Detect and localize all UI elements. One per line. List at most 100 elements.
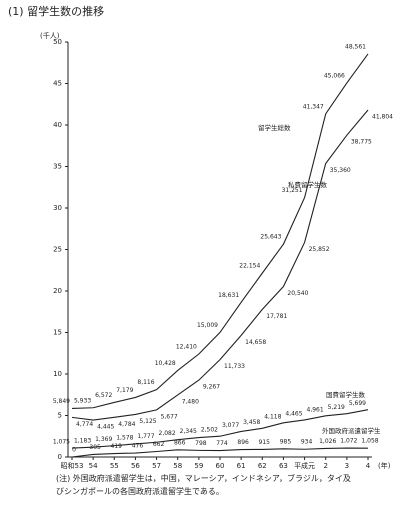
x-tick-label: 62 [258, 462, 267, 470]
data-label: 38,775 [351, 139, 372, 146]
data-label: 22,154 [239, 263, 260, 270]
data-label: 10,428 [155, 360, 176, 367]
series-line [71, 447, 369, 458]
data-label: 20,540 [287, 290, 308, 297]
y-tick-label: 5 [58, 412, 62, 420]
data-label: 5,849 [53, 398, 70, 405]
data-label: 2,502 [201, 427, 218, 434]
x-tick-label: 58 [173, 462, 182, 470]
data-label: 774 [216, 440, 228, 447]
data-label: 48,561 [345, 43, 366, 50]
data-label: 1,777 [137, 433, 154, 440]
x-tick-label: 4 [366, 462, 371, 470]
data-label: 5,933 [74, 397, 91, 404]
data-label: 11,733 [224, 363, 245, 370]
x-tick-label: 55 [110, 462, 119, 470]
y-tick-label: 20 [53, 287, 62, 295]
x-tick-label: 57 [152, 462, 161, 470]
data-label: 8,116 [137, 379, 154, 386]
data-label: 4,784 [118, 421, 135, 428]
data-label: 866 [174, 439, 186, 446]
data-label: 4,445 [97, 424, 114, 431]
data-label: 18,631 [218, 292, 239, 299]
data-label: 7,480 [182, 398, 199, 405]
series-line [71, 53, 369, 410]
data-label: 4,961 [307, 406, 324, 413]
data-label: 1,072 [340, 438, 357, 445]
data-label: 45,066 [324, 72, 345, 79]
series-name: 国費留学生数 [326, 390, 366, 399]
data-label: 5,699 [349, 400, 366, 407]
data-label: 896 [237, 439, 249, 446]
y-tick-label: 40 [53, 121, 62, 129]
y-tick-label: 45 [53, 80, 62, 88]
y-tick-label: 0 [58, 453, 62, 461]
data-label: 6,572 [95, 392, 112, 399]
x-tick-label: 59 [194, 462, 203, 470]
data-label: 17,781 [266, 313, 287, 320]
x-unit: (年) [378, 461, 391, 470]
x-tick-label: 3 [345, 462, 349, 470]
data-label: 305 [89, 444, 101, 451]
data-label: 934 [301, 439, 313, 446]
x-tick-label: 平成元 [294, 461, 315, 470]
series-name: 外国政府派遣留学生 [322, 426, 381, 435]
data-label: 2,345 [180, 428, 197, 435]
data-label: 31,251 [282, 187, 303, 194]
data-label: 35,360 [330, 167, 351, 174]
y-tick-label: 30 [53, 204, 62, 212]
data-label: 12,410 [176, 343, 197, 350]
data-label: 9,267 [203, 384, 220, 391]
data-label: 1,026 [319, 438, 336, 445]
series-line [71, 109, 369, 421]
x-tick-label: 2 [323, 462, 327, 470]
data-label: 4,118 [264, 413, 281, 420]
note: (注) 外国政府派遣留学生は，中国，マレーシア，インドネシア，ブラジル，タイ及び… [56, 474, 351, 496]
x-tick-label: 61 [237, 462, 246, 470]
data-label: 15,009 [197, 322, 218, 329]
data-label: 3,077 [222, 422, 239, 429]
data-label: 41,347 [303, 103, 324, 110]
data-label: 5,219 [328, 404, 345, 411]
series-name: 私費留学生数 [288, 180, 328, 189]
x-tick-label: 昭和53 [61, 461, 84, 470]
x-tick-label: 60 [216, 462, 225, 470]
y-tick-label: 35 [53, 163, 62, 171]
series-line [71, 409, 369, 449]
data-label: 25,643 [260, 234, 281, 241]
data-label: 662 [153, 441, 165, 448]
y-axis-label: (千人) [40, 31, 60, 40]
data-label: 7,179 [116, 387, 133, 394]
y-tick-label: 50 [53, 38, 62, 46]
y-tick-label: 25 [53, 246, 62, 254]
data-label: 476 [132, 443, 144, 450]
data-label: 1,058 [361, 438, 378, 445]
data-label: 2,082 [159, 430, 176, 437]
data-label: 419 [111, 443, 123, 450]
data-label: 1,183 [74, 438, 91, 445]
x-tick-label: 54 [89, 462, 98, 470]
x-tick-label: 56 [131, 462, 140, 470]
data-label: 3,458 [243, 419, 260, 426]
data-label: 4,465 [285, 410, 302, 417]
series-name: 留学生総数 [258, 123, 291, 132]
data-label: 41,804 [372, 114, 393, 121]
data-label: 1,075 [53, 439, 70, 446]
data-label: 4,774 [76, 421, 93, 428]
chart-title: (1) 留学生数の推移 [8, 4, 104, 18]
data-label: 14,658 [245, 339, 266, 346]
x-tick-label: 63 [279, 462, 288, 470]
data-label: 915 [259, 439, 271, 446]
note-box: (注) 外国政府派遣留学生は，中国，マレーシア，インドネシア，ブラジル，タイ及び… [56, 474, 351, 496]
y-tick-label: 10 [53, 370, 62, 378]
data-label: 1,369 [95, 436, 112, 443]
y-tick-label: 15 [53, 329, 62, 337]
data-label: 985 [280, 438, 292, 445]
data-label: 25,852 [309, 246, 330, 253]
data-label: 1,578 [116, 434, 133, 441]
data-label: 5,125 [139, 418, 156, 425]
data-label: 798 [195, 440, 207, 447]
data-label: 0 [72, 447, 76, 454]
data-label: 5,677 [161, 413, 178, 420]
